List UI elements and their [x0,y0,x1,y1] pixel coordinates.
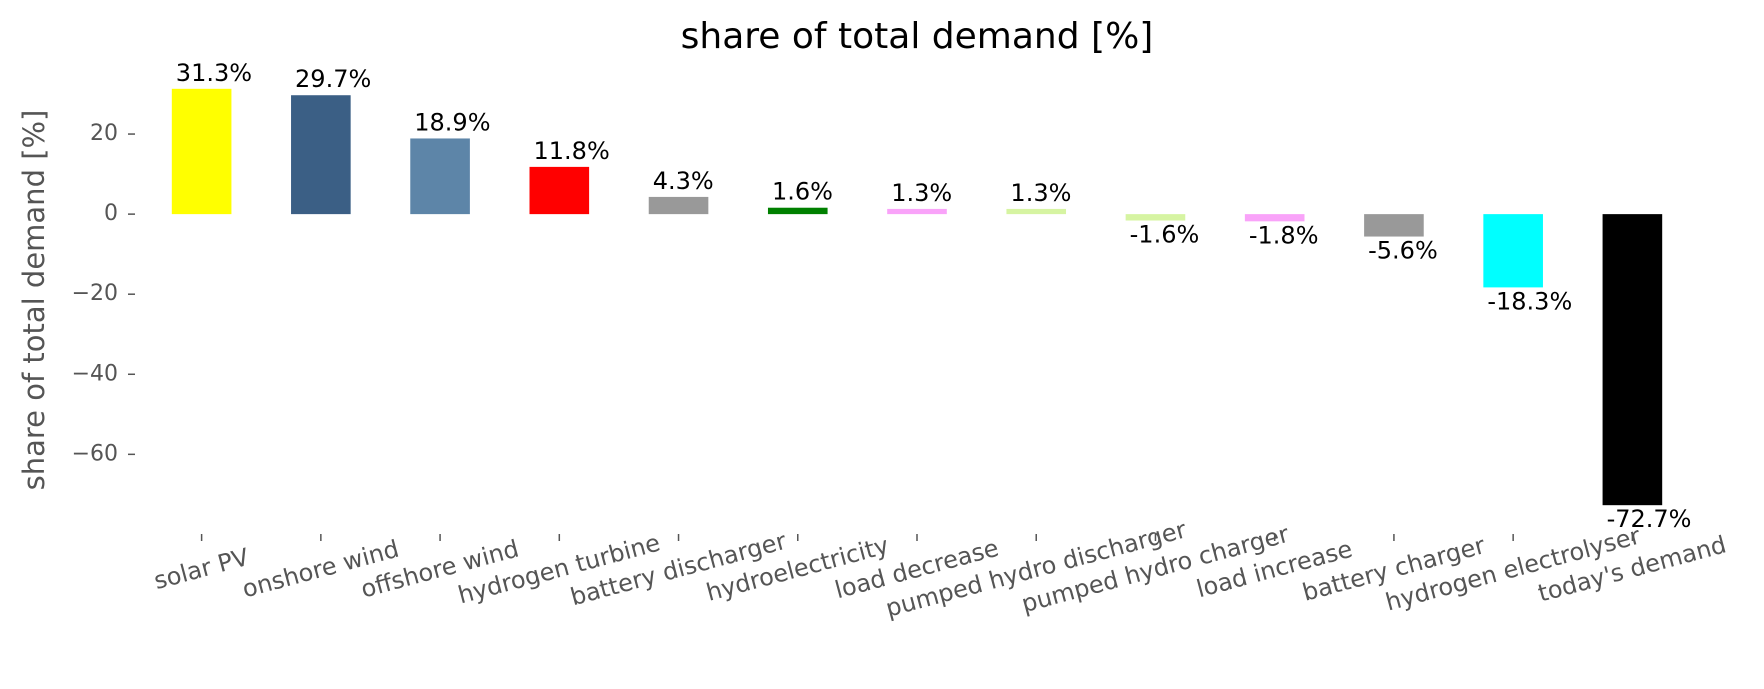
value-label: 29.7% [295,65,371,93]
bar [291,95,351,215]
bar [648,196,709,215]
value-label: -72.7% [1607,505,1692,533]
x-tick-label: solar PV [151,543,252,595]
chart-title: share of total demand [%] [681,16,1154,57]
value-label: 11.8% [534,137,610,165]
bar [1006,208,1067,215]
y-tick-label: 0 [104,201,118,226]
value-label: 18.9% [414,108,490,136]
y-tick-label: −60 [72,441,118,466]
bar [529,166,590,215]
value-label: 4.3% [653,167,714,195]
value-label: -1.8% [1249,221,1319,249]
bar [1602,214,1663,506]
bar [1244,214,1305,222]
bar [887,208,947,215]
y-tick-label: −40 [72,361,118,386]
bar [171,88,232,215]
bar [1364,214,1424,237]
y-axis-label: share of total demand [%] [17,110,51,491]
bar [1483,214,1543,288]
value-label: 1.3% [1010,179,1071,207]
value-label: -18.3% [1487,287,1572,315]
value-label: 31.3% [176,59,252,87]
bar [1125,214,1186,221]
value-label: 1.3% [891,179,952,207]
value-label: -5.6% [1368,237,1438,265]
value-label: -1.6% [1130,221,1200,249]
y-tick-label: 20 [90,121,118,146]
value-label: 1.6% [772,178,833,206]
bar [767,207,828,215]
y-tick-label: −20 [72,281,118,306]
bar [410,138,470,215]
